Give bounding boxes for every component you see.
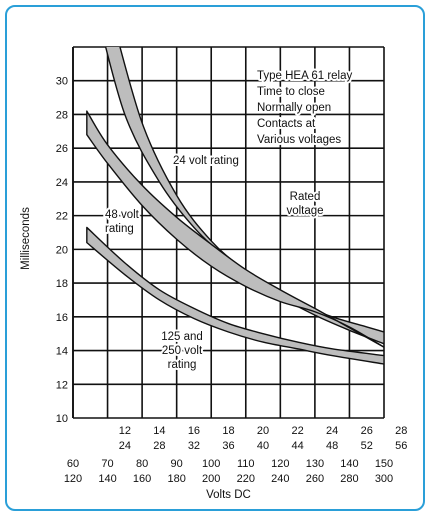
x-tick-row2: 180	[167, 473, 185, 485]
y-tick-label: 26	[56, 143, 68, 155]
x-axis-label: Volts DC	[206, 489, 251, 501]
y-tick-label: 18	[56, 278, 68, 290]
x-tick-24v-bottom: 40	[257, 440, 269, 452]
x-tick-24v-top: 28	[395, 425, 407, 437]
series-label-48v-line: 48 volt	[105, 209, 140, 221]
series-label-24v: 24 volt rating	[171, 153, 241, 169]
y-tick-label: 22	[56, 211, 68, 223]
x-tick-row2: 160	[133, 473, 151, 485]
y-tick-label: 12	[56, 379, 68, 391]
y-tick-label: 16	[56, 312, 68, 324]
annotations: Type HEA 61 relay Time to close Normally o…	[103, 68, 354, 373]
x-tick-row1: 60	[67, 458, 79, 470]
x-tick-row2: 220	[237, 473, 255, 485]
x-tick-row1: 120	[271, 458, 289, 470]
chart-annotation-line: Time to close	[257, 86, 325, 98]
x-tick-row2: 300	[375, 473, 393, 485]
series-band-3	[86, 226, 384, 365]
y-tick-label: 14	[56, 346, 68, 358]
chart-frame: Type HEA 61 relay Time to close Normally o…	[5, 5, 425, 511]
series-band-2	[86, 110, 384, 348]
x-tick-24v-top: 12	[119, 425, 131, 437]
x-tick-24v-bottom: 36	[222, 440, 234, 452]
x-tick-row2: 260	[306, 473, 324, 485]
x-tick-row1: 70	[101, 458, 113, 470]
chart-annotation-line: Type HEA 61 relay	[257, 70, 352, 82]
x-tick-24v-bottom: 48	[326, 440, 338, 452]
y-tick-label: 20	[56, 244, 68, 256]
x-tick-row2: 200	[202, 473, 220, 485]
x-tick-row1: 140	[340, 458, 358, 470]
axes: 10 12 14 16 18 20 22 24 26 28 30 Milliseconds 12 24 14…	[20, 76, 407, 501]
y-tick-label: 30	[56, 76, 68, 88]
relay-timing-chart: Type HEA 61 relay Time to close Normally o…	[20, 46, 407, 501]
x-tick-row2: 280	[340, 473, 358, 485]
x-tick-row1: 90	[171, 458, 183, 470]
x-tick-24v-bottom: 24	[119, 440, 131, 452]
x-tick-24v-bottom: 52	[361, 440, 373, 452]
x-tick-24v-top: 22	[291, 425, 303, 437]
chart-annotation-line: Contacts at	[257, 118, 316, 130]
series-label-48v: 48 volt rating	[103, 207, 142, 237]
chart-annotation-line: Various voltages	[257, 134, 341, 146]
y-tick-label: 24	[56, 177, 68, 189]
rated-voltage-label: Rated voltage	[284, 189, 325, 219]
series-label-125-250v-line: rating	[168, 359, 197, 371]
x-tick-24v-top: 14	[153, 425, 165, 437]
x-tick-24v-top: 18	[222, 425, 234, 437]
y-tick-label: 10	[56, 413, 68, 425]
series-bands	[86, 47, 384, 365]
x-tick-24v-top: 20	[257, 425, 269, 437]
series-label-48v-line: rating	[105, 223, 134, 235]
x-tick-row2: 240	[271, 473, 289, 485]
series-band-1	[104, 47, 384, 345]
rated-voltage-label-line: Rated	[290, 191, 321, 203]
x-tick-row1: 130	[306, 458, 324, 470]
x-tick-24v-bottom: 44	[291, 440, 303, 452]
x-tick-row1: 110	[237, 458, 255, 470]
x-tick-24v-bottom: 32	[188, 440, 200, 452]
x-tick-row1: 100	[202, 458, 220, 470]
series-label-24v-line: 24 volt rating	[173, 155, 239, 167]
x-tick-24v-top: 26	[361, 425, 373, 437]
y-axis-label: Milliseconds	[20, 207, 32, 270]
series-label-125-250v-line: 250 volt	[162, 345, 203, 357]
chart-annotation: Type HEA 61 relay Time to close Normally o…	[255, 68, 354, 148]
y-tick-label: 28	[56, 109, 68, 121]
series-label-125-250v-line: 125 and	[161, 331, 203, 343]
series-label-125-250v: 125 and 250 volt rating	[159, 329, 205, 373]
x-tick-24v-bottom: 28	[153, 440, 165, 452]
x-tick-24v-top: 16	[188, 425, 200, 437]
x-tick-24v-bottom: 56	[395, 440, 407, 452]
x-tick-row2: 140	[98, 473, 116, 485]
x-tick-24v-top: 24	[326, 425, 338, 437]
x-tick-row2: 120	[64, 473, 82, 485]
x-tick-row1: 80	[136, 458, 148, 470]
rated-voltage-label-line: voltage	[286, 205, 323, 217]
x-tick-row1: 150	[375, 458, 393, 470]
chart-annotation-line: Normally open	[257, 102, 331, 114]
